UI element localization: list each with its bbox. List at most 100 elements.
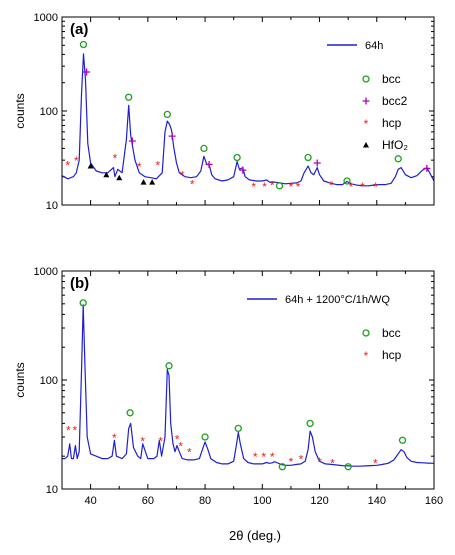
peak-marker-hcp: * — [253, 450, 258, 464]
peak-marker-hcp: * — [296, 180, 301, 194]
legend-marker-hcp: * — [364, 349, 369, 363]
peak-marker-hcp: * — [178, 440, 183, 454]
peak-marker-bcc — [126, 409, 134, 417]
legend-label-bcc: bcc — [382, 326, 401, 340]
peak-marker-bcc — [79, 299, 87, 307]
y-tick-label: 10 — [46, 484, 58, 496]
peak-marker-hcp: * — [349, 180, 354, 194]
peak-marker-bcc — [200, 144, 208, 153]
peak-marker-hcp: * — [113, 152, 118, 166]
legend-marker-bcc — [362, 75, 370, 83]
x-tick-label: 80 — [199, 495, 211, 507]
peak-marker-hfo — [149, 179, 156, 185]
peak-marker-bcc — [344, 463, 352, 471]
peak-marker-hcp: * — [180, 169, 185, 183]
peak-marker-bcc — [201, 433, 209, 441]
x-tick-label: 60 — [142, 495, 154, 507]
series-line — [61, 53, 435, 187]
peak-marker-bcc — [234, 424, 242, 433]
y-tick-label: 1000 — [34, 12, 58, 24]
peak-marker-bcc2 — [239, 166, 247, 174]
peak-marker-hcp: * — [140, 434, 145, 448]
peak-marker-hcp: * — [317, 455, 322, 469]
peak-marker-hcp: * — [187, 446, 192, 460]
legend-label-bcc: bcc — [382, 72, 401, 86]
peak-marker-bcc — [304, 153, 312, 162]
peak-marker-hcp: * — [373, 180, 378, 194]
peak-marker-bcc2 — [168, 132, 176, 140]
y-axis-title: counts — [13, 362, 27, 397]
legend-label-bcc2: bcc2 — [382, 94, 408, 108]
peak-marker-bcc — [125, 93, 133, 101]
peak-marker-hcp: * — [190, 177, 195, 191]
peak-marker-hcp: * — [74, 154, 79, 168]
legend-series-label: 64h — [365, 40, 383, 52]
peak-marker-bcc2 — [128, 137, 136, 145]
peak-marker-hcp: * — [360, 180, 365, 194]
peak-marker-hfo — [116, 174, 123, 181]
peak-marker-bcc — [275, 182, 284, 190]
y-tick-label: 100 — [40, 106, 58, 118]
peak-marker-hcp: * — [158, 434, 163, 448]
peak-marker-hcp: * — [137, 160, 142, 174]
panel-label: (a) — [70, 21, 88, 38]
x-tick-label: 120 — [310, 495, 328, 507]
peak-marker-bcc2 — [83, 68, 91, 76]
y-tick-label: 100 — [40, 375, 58, 387]
peak-marker-hcp: * — [261, 450, 266, 464]
peak-marker-hcp: * — [329, 179, 334, 193]
legend-marker-hcp: * — [364, 117, 369, 131]
panel-label: (b) — [70, 275, 89, 292]
peak-marker-bcc — [398, 436, 407, 444]
peak-marker-hfo — [103, 171, 110, 178]
peak-marker-hcp: * — [373, 457, 378, 471]
peak-marker-bcc2 — [423, 164, 431, 172]
peak-marker-bcc — [278, 463, 286, 471]
legend-label-hfo: HfO₂ — [382, 138, 408, 152]
peak-marker-hcp: * — [251, 180, 256, 194]
peak-marker-bcc2 — [205, 160, 213, 168]
peak-marker-hcp: * — [65, 158, 70, 172]
x-tick-label: 140 — [368, 495, 386, 507]
peak-marker-hcp: * — [66, 424, 71, 438]
x-tick-label: 40 — [84, 495, 96, 507]
peak-marker-bcc — [343, 177, 351, 185]
peak-marker-hcp: * — [112, 431, 117, 445]
peak-marker-hcp: * — [289, 455, 294, 469]
legend-series-label: 64h + 1200°C/1h/WQ — [285, 294, 390, 306]
peak-marker-hcp: * — [299, 453, 304, 467]
peak-marker-hcp: * — [156, 158, 161, 172]
plot-frame — [61, 270, 435, 490]
legend-marker-bcc — [362, 329, 370, 337]
peak-marker-hcp: * — [289, 180, 294, 194]
peak-marker-hfo — [140, 179, 147, 185]
peak-marker-hcp: * — [262, 180, 267, 194]
peak-marker-hcp: * — [270, 450, 275, 464]
peak-marker-bcc — [306, 419, 314, 428]
legend-marker-hfo — [363, 142, 369, 148]
peak-marker-bcc — [163, 110, 171, 119]
peak-marker-hcp: * — [330, 457, 335, 471]
peak-marker-hfo — [87, 162, 94, 169]
peak-marker-hcp: * — [73, 424, 78, 438]
y-axis-title: counts — [13, 93, 27, 128]
x-axis-title: 2θ (deg.) — [229, 528, 281, 543]
peak-marker-bcc — [233, 153, 241, 162]
peak-marker-bcc2 — [313, 159, 321, 167]
x-tick-label: 100 — [253, 495, 271, 507]
x-tick-label: 160 — [425, 495, 443, 507]
series-line — [62, 304, 435, 467]
peak-marker-bcc — [79, 40, 88, 49]
plot-frame — [61, 16, 435, 206]
legend-marker-bcc2 — [362, 97, 370, 105]
peak-marker-bcc — [394, 155, 402, 163]
legend-label-hcp: hcp — [382, 116, 402, 130]
legend-label-hcp: hcp — [382, 348, 402, 362]
peak-marker-hcp: * — [175, 433, 180, 447]
y-tick-label: 10 — [46, 200, 58, 212]
y-tick-label: 1000 — [34, 266, 58, 278]
